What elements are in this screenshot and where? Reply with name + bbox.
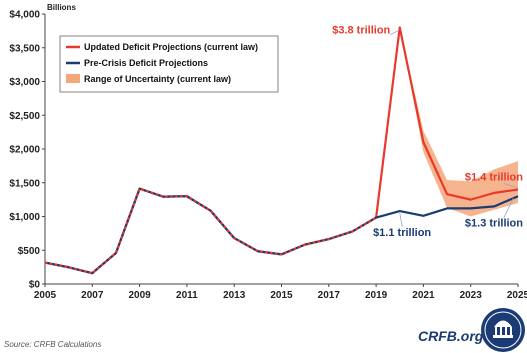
x-tick-label: 2011 [176, 290, 198, 301]
uncertainty-band [399, 27, 518, 217]
source-note: Source: CRFB Calculations [4, 340, 101, 349]
legend-label-precrisis: Pre-Crisis Deficit Projections [84, 58, 208, 68]
series-line-history-overlay [44, 187, 377, 275]
y-tick-label: $1,500 [9, 178, 40, 189]
legend-swatch-range [66, 74, 80, 83]
y-tick-label: $4,000 [9, 10, 40, 21]
x-tick-label: 2009 [128, 290, 151, 301]
x-tick-label: 2013 [223, 290, 246, 301]
legend-box [59, 35, 279, 93]
x-tick-label: 2019 [365, 290, 388, 301]
y-tick-label: $2,000 [9, 145, 40, 156]
annotation-leader [390, 30, 399, 35]
x-tick-label: 2015 [270, 290, 293, 301]
annotation-layer: $3.8 trillion $1.4 trillion $1.1 trillion $… [332, 25, 523, 240]
y-tick-label: $3,000 [9, 77, 40, 88]
unit-label: Billions [47, 3, 76, 12]
uncertainty-band-layer [399, 27, 518, 217]
legend-label-updated: Updated Deficit Projections (current law… [84, 42, 258, 52]
y-tick-label: $2,500 [9, 111, 40, 122]
axis-layer: $0 $500 $1,000 $1,500 $2,000 $2,500 $3,000 $3,5… [9, 10, 527, 302]
y-tick-label: $3,500 [9, 43, 40, 54]
x-tick-label: 2021 [412, 290, 435, 301]
annotation-blue-2020: $1.1 trillion [373, 227, 431, 239]
annotation-red-2025: $1.4 trillion [465, 172, 523, 184]
x-tick-label: 2007 [81, 290, 104, 301]
y-tick-label: $1,000 [9, 212, 40, 223]
annotation-leader [399, 213, 403, 227]
legend-label-range: Range of Uncertainty (current law) [84, 74, 231, 84]
legend: Updated Deficit Projections (current law… [59, 35, 279, 93]
annotation-leader [503, 198, 514, 219]
x-tick-label: 2005 [34, 290, 57, 301]
y-tick-label: $0 [29, 280, 41, 291]
x-tick-label: 2025 [507, 290, 527, 301]
annotation-peak: $3.8 trillion [332, 25, 390, 37]
series-layer [44, 26, 519, 275]
x-tick-label: 2017 [318, 290, 341, 301]
annotation-leader [503, 183, 519, 189]
x-tick-label: 2023 [460, 290, 483, 301]
crfb-seal-icon [481, 308, 525, 352]
annotation-blue-2025: $1.3 trillion [465, 218, 523, 230]
brand-text: CRFB.org [418, 328, 484, 344]
y-tick-label: $500 [18, 246, 41, 257]
